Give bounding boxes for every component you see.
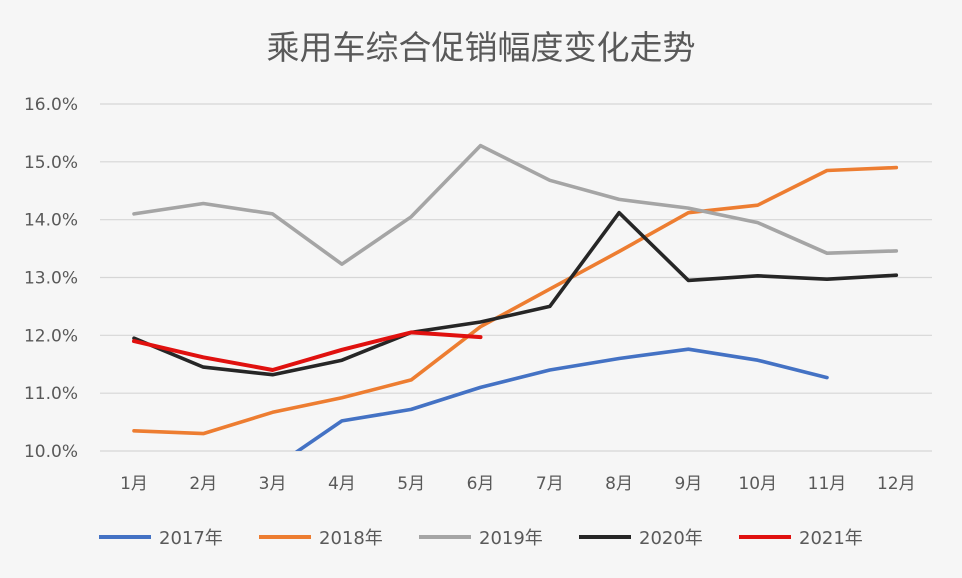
x-tick-label: 1月: [120, 474, 148, 494]
series-lines: [132, 143, 899, 451]
x-tick-label: 3月: [259, 474, 287, 494]
chart-title: 乘用车综合促销幅度变化走势: [267, 28, 696, 67]
legend-item: 2021年: [739, 528, 863, 549]
legend-label: 2021年: [799, 528, 863, 549]
x-tick-label: 12月: [877, 474, 916, 494]
y-tick-label: 11.0%: [24, 384, 78, 404]
legend-label: 2017年: [159, 528, 223, 549]
legend-label: 2019年: [479, 528, 543, 549]
y-tick-label: 12.0%: [24, 326, 78, 346]
legend-item: 2019年: [419, 528, 543, 549]
x-tick-label: 7月: [536, 474, 564, 494]
x-tick-label: 8月: [605, 474, 633, 494]
series-line-2019年: [132, 143, 899, 266]
x-tick-label: 5月: [397, 474, 425, 494]
x-tick-label: 4月: [328, 474, 356, 494]
x-tick-label: 9月: [674, 474, 702, 494]
legend-label: 2020年: [639, 528, 703, 549]
series-line-2017年: [294, 347, 829, 451]
legend-item: 2020年: [579, 528, 703, 549]
y-tick-label: 14.0%: [24, 211, 78, 231]
x-tick-label: 6月: [467, 474, 495, 494]
series-line-2021年: [132, 330, 483, 372]
series-line-2018年: [132, 165, 899, 436]
series-line-2020年: [132, 210, 899, 377]
y-tick-label: 16.0%: [24, 95, 78, 115]
legend-label: 2018年: [319, 528, 383, 549]
y-axis-ticks: 10.0% 11.0% 12.0% 13.0% 14.0% 15.0% 16.0%: [24, 95, 78, 462]
x-tick-label: 11月: [808, 474, 847, 494]
y-tick-label: 13.0%: [24, 269, 78, 289]
legend: 2017年 2018年 2019年 2020年 2021年: [99, 528, 863, 549]
legend-item: 2018年: [259, 528, 383, 549]
x-tick-label: 2月: [189, 474, 217, 494]
x-axis-ticks: 1月 2月 3月 4月 5月 6月 7月 8月 9月 10月 11月 12月: [120, 474, 916, 494]
legend-item: 2017年: [99, 528, 223, 549]
x-tick-label: 10月: [738, 474, 777, 494]
y-tick-label: 10.0%: [24, 442, 78, 462]
y-tick-label: 15.0%: [24, 153, 78, 173]
